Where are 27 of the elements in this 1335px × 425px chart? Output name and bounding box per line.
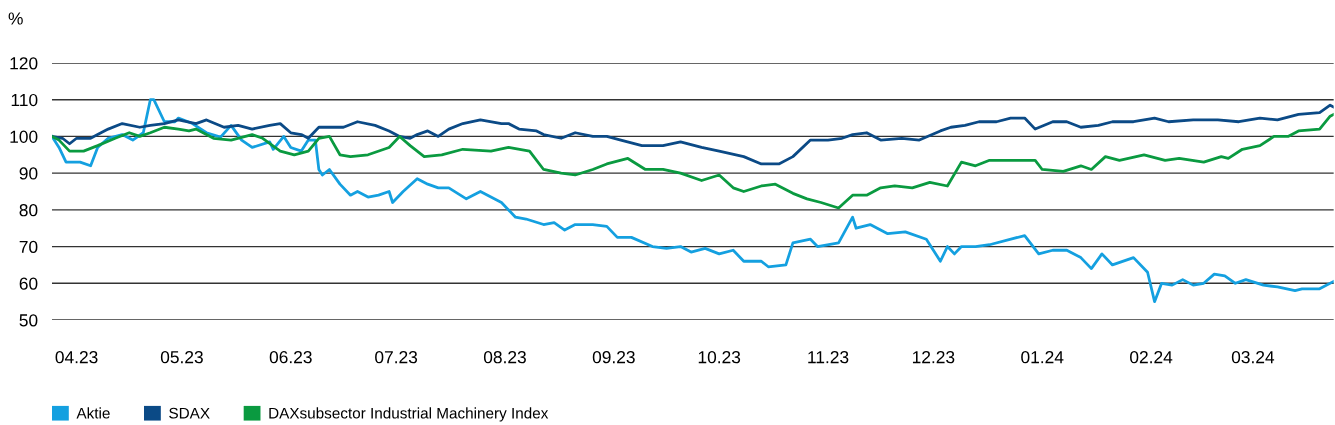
x-tick-label: 06.23 [269, 351, 312, 364]
y-tick-label: 100 [10, 130, 38, 143]
x-tick-label: 08.23 [483, 351, 526, 364]
legend-label: DAXsubsector Industrial Machinery Index [269, 407, 549, 422]
x-tick-label: 05.23 [160, 351, 203, 364]
x-tick-label: 01.24 [1021, 351, 1064, 364]
line-series [52, 98, 1334, 304]
y-tick-label: 90 [19, 167, 38, 180]
x-tick-label: 09.23 [592, 351, 635, 364]
x-tick-label: 12.23 [912, 351, 955, 364]
line-series [52, 113, 1334, 210]
y-tick-label: 110 [11, 93, 38, 107]
x-tick-label: 03.24 [1231, 351, 1275, 364]
line-series [52, 103, 1334, 166]
x-tick-label: 10.23 [698, 351, 741, 364]
y-tick-label: 70 [19, 240, 38, 254]
x-tick-label: 02.24 [1130, 351, 1173, 364]
y-axis-title: % [8, 12, 23, 25]
y-tick-label: 120 [10, 57, 38, 70]
x-tick-label: 04.23 [55, 351, 98, 364]
legend-label: Aktie [76, 407, 110, 419]
y-tick-label: 80 [19, 204, 38, 217]
y-tick-label: 60 [19, 277, 38, 290]
y-tick-label: 50 [19, 314, 38, 327]
x-tick-label: 07.23 [375, 351, 418, 364]
legend-label: SDAX [169, 407, 210, 419]
x-tick-label: 11.23 [808, 351, 849, 364]
